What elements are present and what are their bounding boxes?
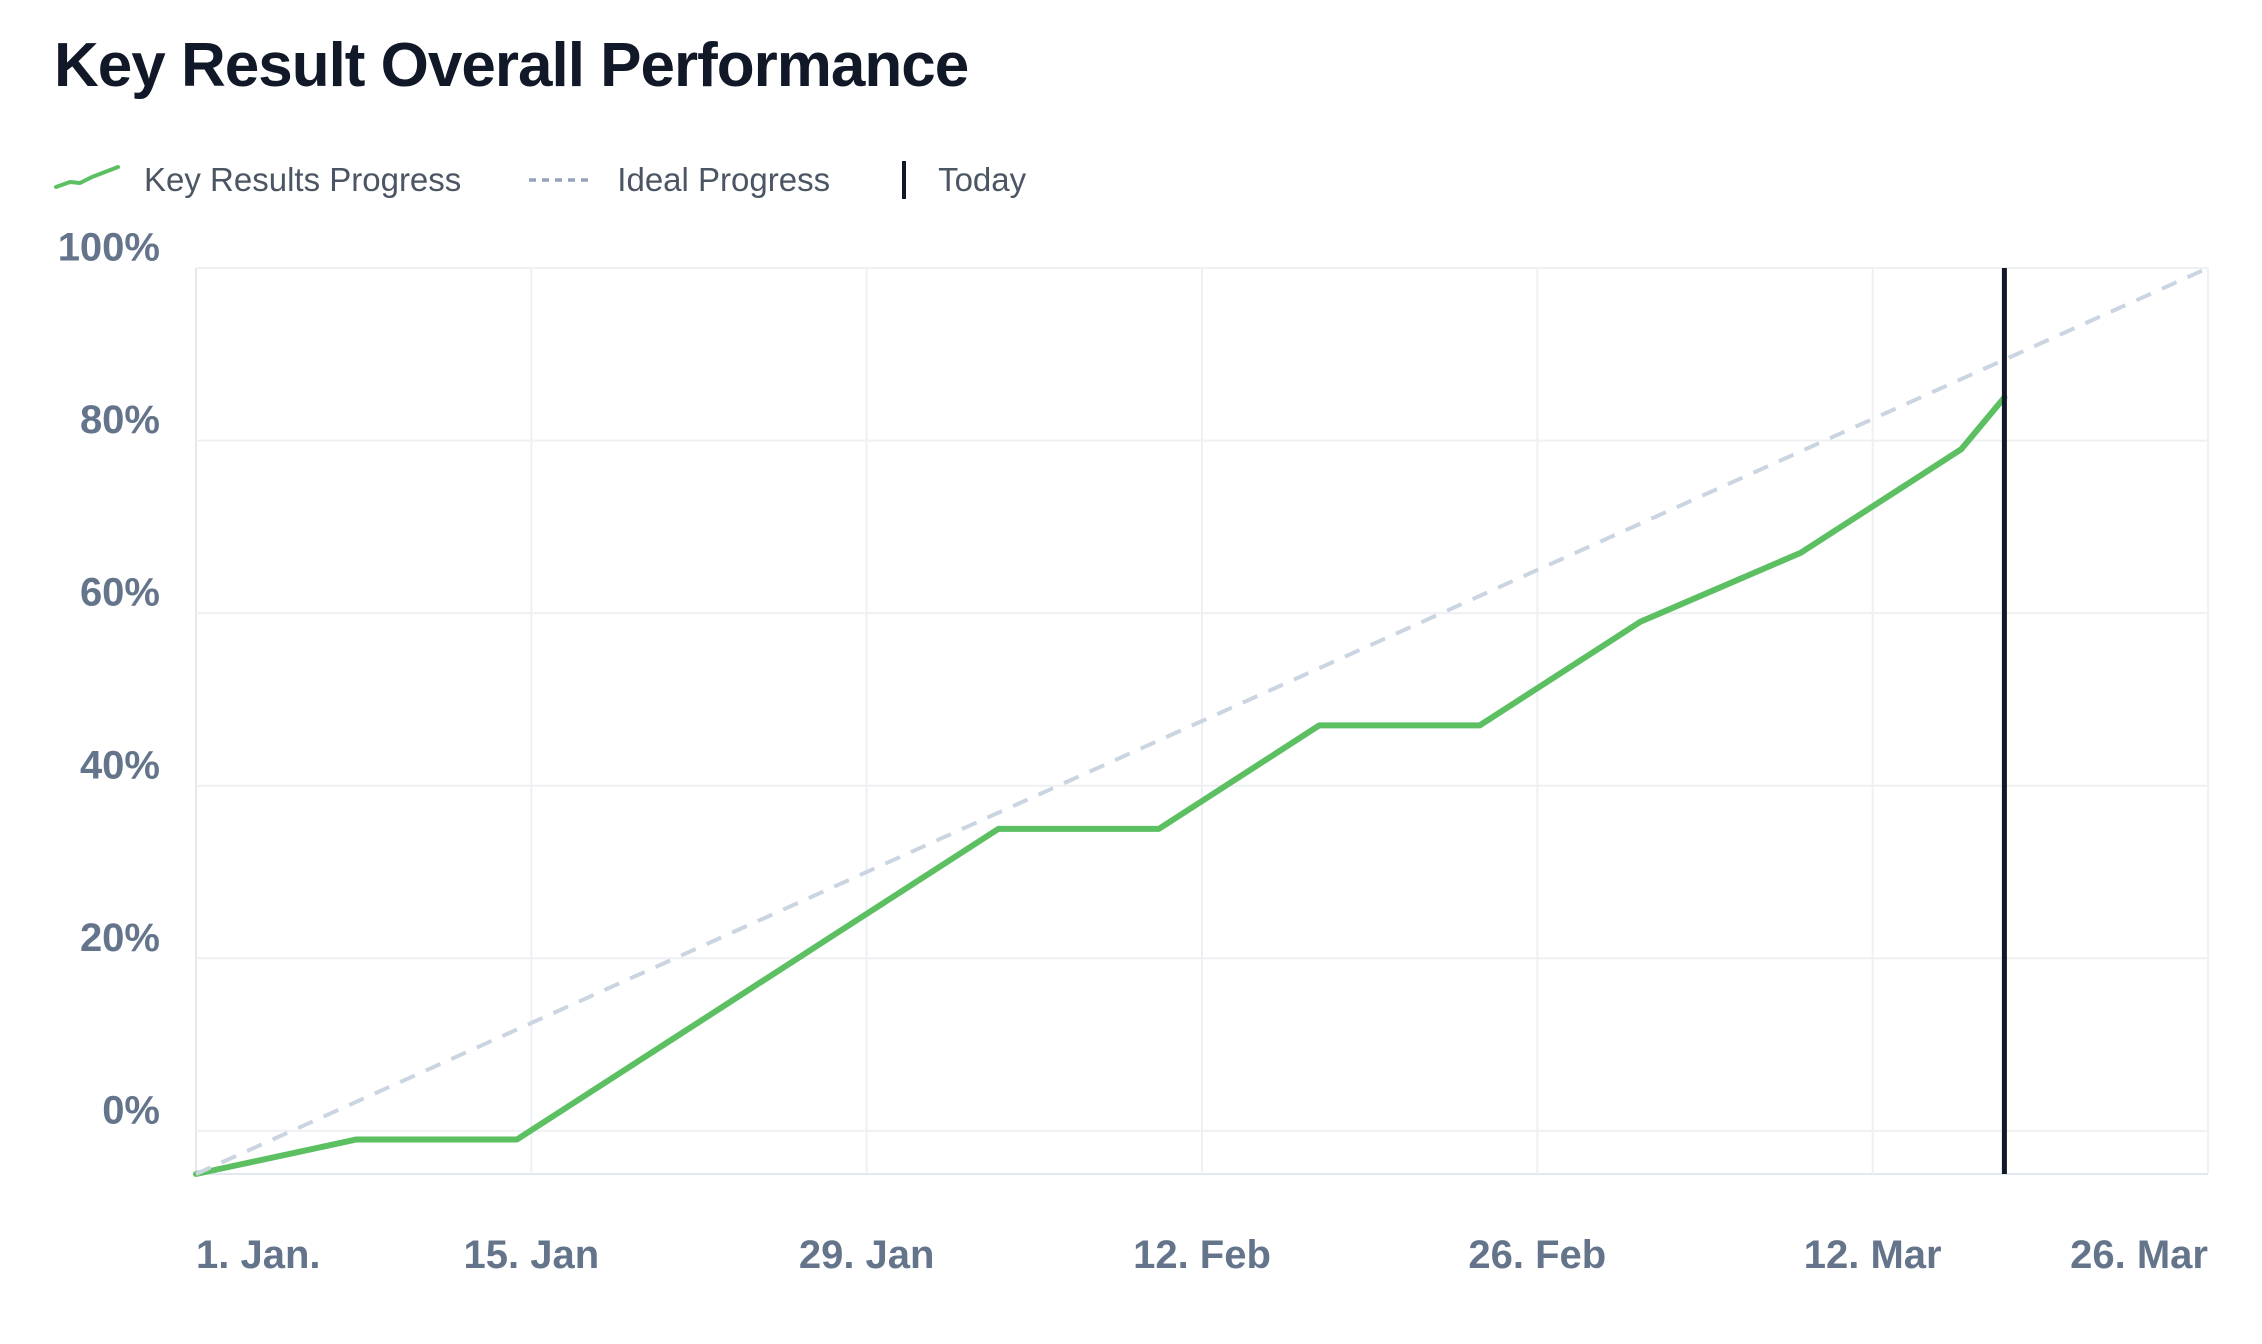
chart-title: Key Result Overall Performance [54,31,969,100]
y-tick-label: 60% [80,571,160,615]
legend-today-label: Today [938,161,1027,198]
legend-ideal-label: Ideal Progress [617,161,831,198]
chart-legend: Key Results Progress Ideal Progress Toda… [54,155,1092,205]
dashed-line-icon [529,178,592,182]
x-tick-label: 26. Mar [2070,1233,2208,1277]
x-tick-label: 12. Mar [1804,1233,1942,1277]
x-tick-label: 15. Jan [464,1233,600,1277]
today-marker-icon [902,161,907,199]
y-tick-label: 40% [80,743,160,787]
ideal-progress-line [195,266,2209,1176]
chart-series [193,266,2209,1177]
y-tick-label: 100% [58,226,160,270]
chart-grid [195,267,2209,1175]
legend-item-today[interactable]: Today [894,158,1026,202]
x-tick-label: 12. Feb [1133,1233,1271,1277]
legend-item-ideal[interactable]: Ideal Progress [527,161,830,199]
progress-line-icon [54,165,120,189]
chart-axis-labels: 100% 80% 60% 40% 20% 0% 1. Jan. 15. Jan 29. Jan 1… [58,226,2208,1277]
legend-progress-label: Key Results Progress [144,161,462,198]
x-tick-label: 26. Feb [1468,1233,1606,1277]
y-tick-label: 0% [102,1088,160,1132]
x-tick-label: 1. Jan. [196,1233,321,1277]
y-tick-label: 80% [80,398,160,442]
key-results-progress-line [193,394,2008,1177]
x-tick-label: 29. Jan [799,1233,935,1277]
y-tick-label: 20% [80,916,160,960]
legend-item-progress[interactable]: Key Results Progress [54,161,461,199]
